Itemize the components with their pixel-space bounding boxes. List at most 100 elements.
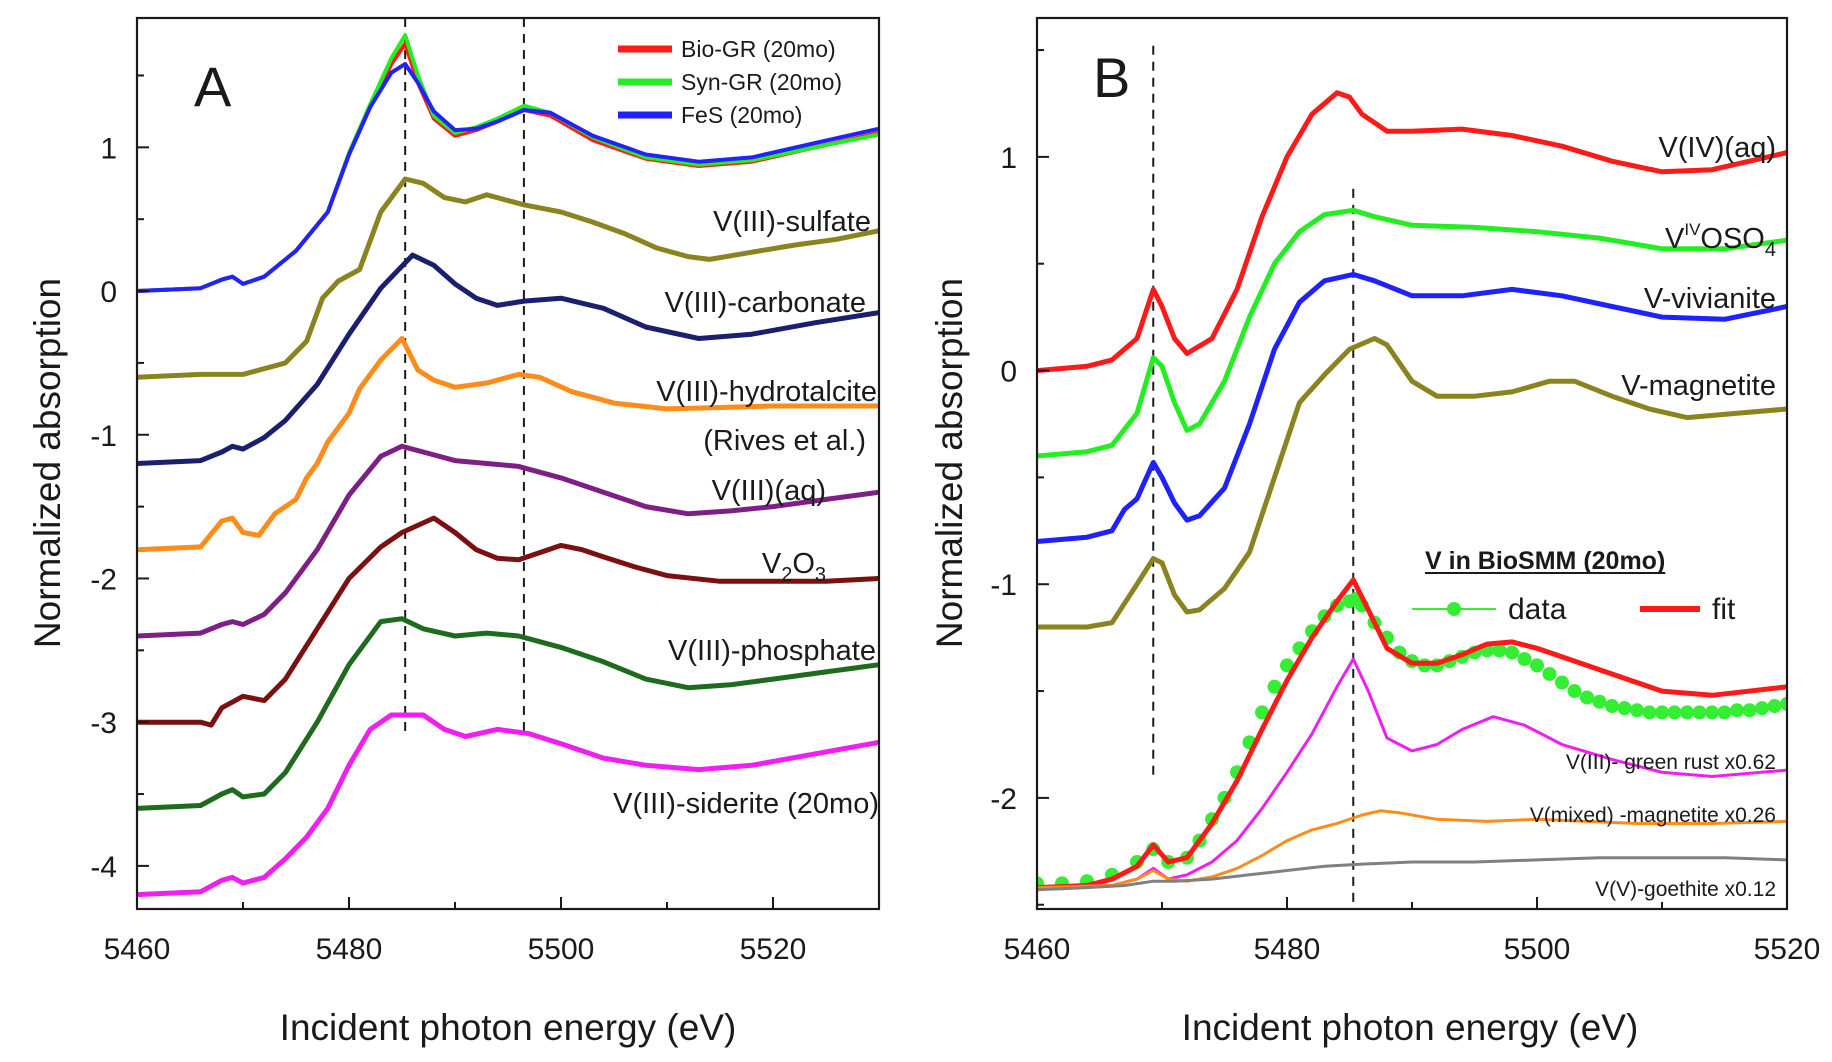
panel-b-x-tick-label: 5520 <box>1754 933 1821 966</box>
legend-label-fes: FeS (20mo) <box>681 102 802 128</box>
data-point <box>1742 703 1757 718</box>
data-point <box>1705 705 1719 720</box>
label-v2o3-v: V <box>762 548 782 580</box>
series-line-fit <box>1037 577 1787 891</box>
data-point <box>1267 679 1282 694</box>
series-line-v-iii-hydrotalcite <box>137 336 879 553</box>
data-point <box>1505 645 1519 660</box>
legend-label-syn-gr: Syn-GR (20mo) <box>681 69 842 95</box>
panel-b-y-ticks: -2 -1 0 1 <box>990 49 1049 906</box>
panel-a-y-tick-label: -3 <box>90 707 117 740</box>
series-line-v2o3 <box>137 515 879 728</box>
panel-a-y-axis-title: Normalized absorption <box>27 278 68 648</box>
legend-label-data: data <box>1508 593 1567 626</box>
label-v4-aq: V(IV)(aq) <box>1658 132 1776 164</box>
data-point <box>1592 694 1607 709</box>
panel-a-y-tick-label: -2 <box>90 563 117 596</box>
panel-b-y-tick-label: -2 <box>990 783 1017 816</box>
legend-title: V in BioSMM (20mo) <box>1425 547 1665 575</box>
data-point <box>1542 666 1557 681</box>
data-point <box>1517 652 1532 667</box>
label-vivoso4: VIVOSO4 <box>1665 220 1776 261</box>
legend-label-bio-gr: Bio-GR (20mo) <box>681 36 836 62</box>
label-goethite: V(V)-goethite x0.12 <box>1595 878 1776 901</box>
panel-a-x-ticks: 5460 5480 5500 5520 <box>104 897 806 966</box>
panel-a-x-tick-label: 5480 <box>316 933 383 966</box>
label-rives: (Rives et al.) <box>703 425 866 457</box>
panel-b-legend: V in BioSMM (20mo) data fit <box>1412 547 1736 626</box>
panel-b-y-axis-title: Normalized absorption <box>929 278 970 648</box>
label-v-magnetite: V-magnetite <box>1621 370 1776 402</box>
label-v2o3-sub2: 3 <box>815 564 826 586</box>
label-mixed-magnetite: V(mixed) -magnetite x0.26 <box>1530 804 1776 827</box>
panel-a-y-ticks: -4 -3 -2 -1 0 1 <box>90 74 149 884</box>
panel-a-y-tick-label: 1 <box>100 132 117 165</box>
legend-marker-data <box>1447 602 1461 616</box>
panel-b-dashed-lines <box>1152 45 1355 909</box>
panel-a-frame <box>135 16 881 911</box>
label-vivoso4-sub: 4 <box>1765 239 1776 261</box>
data-point <box>1717 705 1732 720</box>
data-point <box>1605 699 1619 714</box>
series-line-v-magnetite <box>1037 336 1787 630</box>
legend-label-fit: fit <box>1712 593 1736 626</box>
data-point <box>1655 705 1669 720</box>
series-line-v-vivianite <box>1037 271 1787 544</box>
data-point <box>1630 703 1644 718</box>
data-point <box>1667 705 1682 720</box>
label-v2o3-sub1: 2 <box>781 564 792 586</box>
data-point <box>1642 705 1657 720</box>
panel-b-y-tick-label: 1 <box>1000 142 1017 175</box>
series-line-v-iii-aq <box>137 443 879 639</box>
series-line-v-v-goethite-x0-12 <box>1037 856 1787 892</box>
data-point <box>1555 675 1569 690</box>
label-v3-hydrotalcite: V(III)-hydrotalcite <box>656 376 877 408</box>
data-point <box>1755 701 1769 716</box>
panel-b-curves <box>1037 90 1787 892</box>
panel-b-letter: B <box>1093 46 1130 109</box>
data-point <box>1730 703 1744 718</box>
data-point <box>1692 705 1707 720</box>
panel-b-x-tick-label: 5480 <box>1254 933 1321 966</box>
panel-a-y-tick-label: -4 <box>90 851 117 884</box>
panel-a-x-axis-title: Incident photon energy (eV) <box>280 1007 737 1048</box>
panel-b-y-tick-label: 0 <box>1000 356 1017 389</box>
label-v3-sulfate: V(III)-sulfate <box>713 206 871 238</box>
panel-a-letter: A <box>194 55 232 118</box>
label-vivoso4-v: V <box>1665 223 1685 255</box>
panel-b-y-tick-label: -1 <box>990 569 1017 602</box>
label-v-vivianite: V-vivianite <box>1644 283 1776 315</box>
data-point <box>1617 701 1632 716</box>
panel-b-x-tick-label: 5460 <box>1004 933 1071 966</box>
data-point <box>1767 699 1782 714</box>
data-point <box>1280 658 1294 673</box>
data-point <box>1255 705 1269 720</box>
panel-b-x-ticks: 5460 5480 5500 5520 <box>1004 897 1821 966</box>
data-point <box>1680 705 1694 720</box>
panel-b: 5460 5480 5500 5520 -2 -1 0 1 B V(IV)(aq) VIVO… <box>929 16 1821 1048</box>
label-v3-aq: V(III)(aq) <box>712 475 826 507</box>
label-v2o3: V2O3 <box>762 548 826 586</box>
label-v3-carbonate: V(III)-carbonate <box>665 287 866 319</box>
panel-a-curves <box>137 33 879 898</box>
panel-a-y-tick-label: 0 <box>100 276 117 309</box>
series-line-v-iii-sulfate <box>137 176 879 380</box>
label-v3-siderite: V(III)-siderite (20mo) <box>613 788 879 820</box>
panel-a-x-tick-label: 5460 <box>104 933 171 966</box>
series-line-v-mixed-magnetite-x0-26 <box>1037 809 1787 890</box>
series-line-vivoso4 <box>1037 207 1787 459</box>
data-point <box>1780 696 1787 711</box>
label-v2o3-o: O <box>792 548 815 580</box>
series-line-v-iii-siderite-20mo <box>137 712 879 898</box>
data-point <box>1580 690 1594 705</box>
series-line-v-iv-aq <box>1037 90 1787 374</box>
panel-a: 5460 5480 5500 5520 -4 -3 -2 -1 0 1 A Bio-GR (20… <box>27 16 881 1048</box>
label-green-rust: V(III)- green rust x0.62 <box>1566 751 1776 774</box>
data-point <box>1492 643 1507 658</box>
panel-b-x-axis-title: Incident photon energy (eV) <box>1182 1007 1639 1048</box>
data-point <box>1567 684 1582 699</box>
series-line-v-iii-phosphate <box>137 616 879 811</box>
panel-b-x-tick-label: 5500 <box>1504 933 1571 966</box>
series-line-fes-20mo <box>137 62 879 293</box>
